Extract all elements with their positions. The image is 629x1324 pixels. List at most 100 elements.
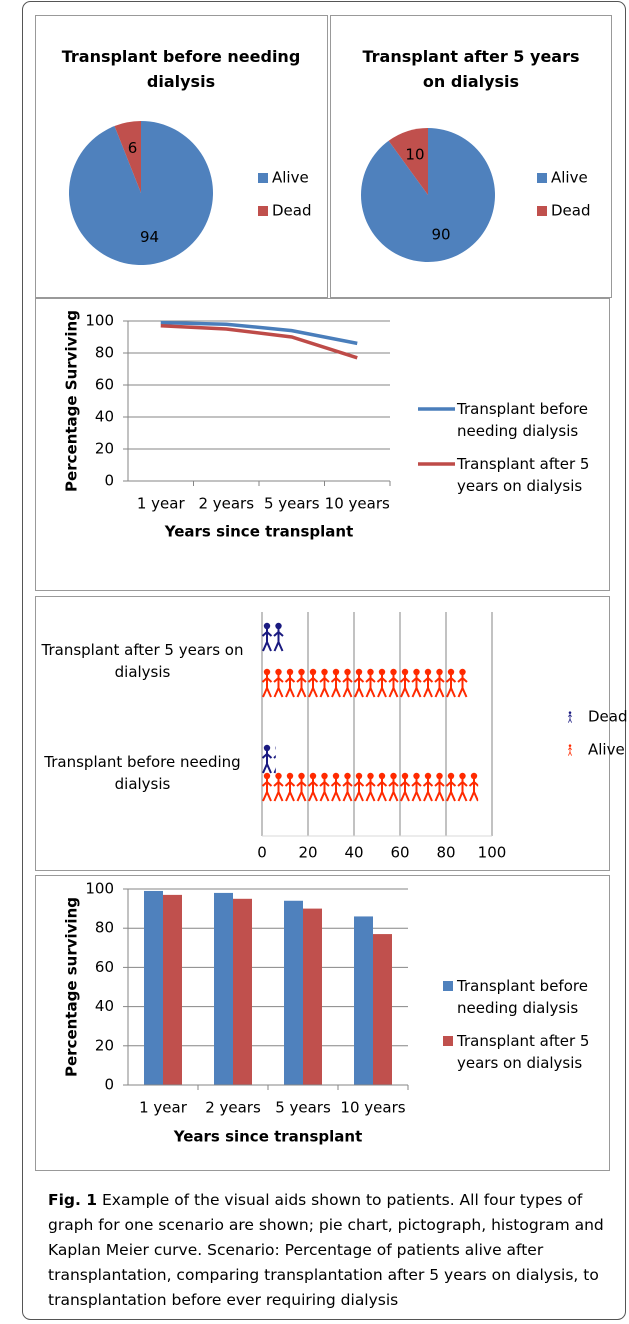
bar <box>233 898 252 1085</box>
y-tick-label: 0 <box>104 472 114 490</box>
icon-head <box>436 772 443 780</box>
y-tick-label: 40 <box>95 997 114 1015</box>
category-label: Transplant after 5 years on dialysis <box>41 641 244 681</box>
data-label: 6 <box>128 139 138 157</box>
icon-head <box>378 668 386 676</box>
x-tick-label: 1 year <box>139 1099 188 1117</box>
caption-text: Example of the visual aids shown to pati… <box>48 1191 604 1309</box>
icon-head <box>390 772 397 780</box>
icon-body <box>388 675 399 698</box>
icon-head <box>309 668 317 676</box>
x-tick-label: 10 years <box>325 495 390 513</box>
legend-label: Alive <box>551 169 588 187</box>
legend-swatch <box>258 173 268 183</box>
icon-head <box>275 772 282 780</box>
legend-icon <box>567 744 573 756</box>
line-series <box>160 324 358 360</box>
y-tick-label: 100 <box>85 312 114 330</box>
icon-body <box>567 713 573 723</box>
y-tick-label: 20 <box>95 1036 114 1054</box>
icon-body <box>422 779 434 802</box>
line-series <box>160 320 358 346</box>
caption: Fig. 1 Example of the visual aids shown … <box>48 1188 622 1313</box>
bar <box>163 894 182 1085</box>
icon-head <box>298 668 305 676</box>
legend-label: Alive <box>588 741 625 759</box>
icon-body <box>457 675 468 698</box>
icon-head <box>401 668 409 676</box>
x-tick-label: 5 years <box>275 1099 331 1117</box>
pictogram-row <box>262 772 479 802</box>
legend-swatch <box>443 981 453 991</box>
icon-body <box>273 675 284 698</box>
icon-head <box>470 772 478 780</box>
icon-head <box>263 744 271 752</box>
x-tick-label: 60 <box>390 844 409 862</box>
icon-body <box>434 779 445 802</box>
icon-head <box>286 772 294 780</box>
y-tick-label: 60 <box>95 376 114 394</box>
icon-body <box>353 779 365 802</box>
icon-body <box>319 779 330 802</box>
y-tick-label: 40 <box>95 408 114 426</box>
bar <box>354 916 373 1085</box>
icon-head <box>321 772 328 780</box>
icon-head <box>355 668 363 676</box>
data-label: 94 <box>140 228 159 246</box>
icon-body <box>342 779 353 802</box>
x-tick-label: 0 <box>257 844 267 862</box>
icon-body <box>262 675 273 698</box>
icon-head <box>321 668 328 676</box>
icon-body <box>411 779 422 802</box>
icon-head <box>332 668 340 676</box>
icon-head <box>275 668 282 676</box>
data-label: 10 <box>405 145 424 163</box>
y-tick-label: 100 <box>85 880 114 898</box>
icon-head <box>413 668 420 676</box>
icon-head <box>344 668 351 676</box>
category-label: Transplant before needing dialysis <box>44 753 241 793</box>
data-label: 90 <box>431 226 450 244</box>
icon-body <box>567 746 573 756</box>
icon-body <box>296 779 307 802</box>
pictogram-row <box>262 744 276 774</box>
icon-head <box>275 746 276 750</box>
y-tick-label: 80 <box>95 344 114 362</box>
bar <box>303 908 322 1085</box>
icon-head <box>459 772 466 780</box>
caption-label: Fig. 1 <box>48 1191 98 1209</box>
icon-body <box>445 779 457 802</box>
icon-body <box>273 629 284 652</box>
x-axis-label: Years since transplant <box>173 1128 363 1146</box>
legend-swatch <box>537 173 547 183</box>
icon-body <box>376 675 388 698</box>
icon-body <box>307 779 319 802</box>
icon-body <box>365 779 376 802</box>
icon-head <box>424 772 432 780</box>
legend-label: Dead <box>551 202 591 220</box>
legend-label: Transplant after 5 years on dialysis <box>457 455 590 495</box>
icon-head <box>263 772 271 780</box>
icon-body <box>399 779 411 802</box>
chart-title: Transplant after 5 years on dialysis <box>362 47 580 91</box>
panel <box>35 298 610 591</box>
icon-head <box>367 668 374 676</box>
icon-body <box>399 675 411 698</box>
icon-body <box>422 675 434 698</box>
icon-body <box>411 675 422 698</box>
icon-head <box>401 772 409 780</box>
icon-body <box>330 675 342 698</box>
icon-head <box>413 772 420 780</box>
icon-body <box>388 779 399 802</box>
chart-title: Transplant before needing dialysis <box>61 47 301 91</box>
legend-swatch <box>258 206 268 216</box>
icon-body <box>434 675 445 698</box>
x-tick-label: 80 <box>436 844 455 862</box>
y-tick-label: 60 <box>95 958 114 976</box>
icon-body <box>468 779 479 802</box>
x-tick-label: 100 <box>478 844 507 862</box>
icon-head <box>263 622 271 630</box>
x-tick-label: 5 years <box>264 495 320 513</box>
icon-body <box>262 751 273 774</box>
y-axis-label: Percentage Surviving <box>63 310 81 492</box>
